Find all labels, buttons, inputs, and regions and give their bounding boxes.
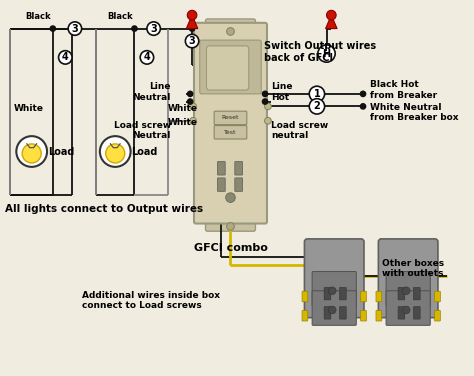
Text: White: White: [13, 104, 44, 113]
Text: Load screw
neutral: Load screw neutral: [271, 121, 328, 140]
Circle shape: [360, 103, 366, 110]
FancyBboxPatch shape: [413, 287, 420, 300]
Polygon shape: [186, 15, 198, 29]
Text: Load: Load: [132, 147, 158, 156]
Circle shape: [262, 98, 268, 105]
Text: Black: Black: [26, 12, 51, 21]
FancyBboxPatch shape: [218, 178, 225, 191]
FancyBboxPatch shape: [339, 306, 346, 319]
FancyBboxPatch shape: [386, 291, 430, 325]
Text: 1: 1: [313, 89, 320, 99]
Circle shape: [68, 22, 82, 35]
Circle shape: [190, 103, 196, 110]
FancyBboxPatch shape: [312, 271, 356, 306]
FancyBboxPatch shape: [386, 271, 430, 306]
Text: 4: 4: [62, 52, 69, 62]
FancyBboxPatch shape: [206, 212, 255, 231]
Circle shape: [147, 22, 160, 35]
Circle shape: [328, 287, 336, 295]
Circle shape: [327, 10, 336, 20]
FancyBboxPatch shape: [413, 306, 420, 319]
Circle shape: [309, 86, 325, 102]
Circle shape: [264, 117, 271, 124]
Text: 3: 3: [72, 24, 78, 33]
Text: Other boxes
with outlets: Other boxes with outlets: [382, 259, 444, 279]
FancyBboxPatch shape: [361, 311, 366, 321]
Text: White Neutral
from Breaker box: White Neutral from Breaker box: [370, 103, 458, 122]
FancyBboxPatch shape: [206, 19, 255, 38]
FancyBboxPatch shape: [304, 239, 364, 318]
FancyBboxPatch shape: [302, 291, 308, 302]
Text: All lights connect to Output wires: All lights connect to Output wires: [5, 204, 203, 214]
Circle shape: [226, 193, 235, 202]
Circle shape: [190, 117, 196, 124]
FancyBboxPatch shape: [376, 311, 382, 321]
Text: Switch Output wires
back of GFCI: Switch Output wires back of GFCI: [264, 41, 376, 63]
Circle shape: [227, 27, 234, 35]
FancyBboxPatch shape: [207, 46, 249, 90]
FancyBboxPatch shape: [435, 311, 440, 321]
Text: 3: 3: [189, 36, 195, 46]
Text: Line
Neutral: Line Neutral: [133, 82, 171, 102]
Circle shape: [328, 306, 336, 314]
Circle shape: [402, 306, 410, 314]
Circle shape: [140, 51, 154, 64]
Text: Load screw
Neutral: Load screw Neutral: [114, 121, 171, 140]
FancyBboxPatch shape: [235, 162, 243, 175]
Circle shape: [264, 103, 271, 110]
Text: 4: 4: [144, 52, 150, 62]
Circle shape: [187, 10, 197, 20]
Text: Black: Black: [107, 12, 133, 21]
Circle shape: [227, 223, 234, 230]
FancyBboxPatch shape: [200, 40, 261, 94]
Text: H: H: [322, 49, 330, 59]
Circle shape: [131, 25, 138, 32]
Polygon shape: [326, 15, 337, 29]
Circle shape: [360, 91, 366, 97]
Circle shape: [16, 136, 47, 167]
Circle shape: [59, 51, 72, 64]
FancyBboxPatch shape: [361, 291, 366, 302]
Circle shape: [187, 98, 193, 105]
Text: Additional wires inside box
connect to Load screws: Additional wires inside box connect to L…: [82, 291, 219, 310]
FancyBboxPatch shape: [435, 291, 440, 302]
Text: Reset: Reset: [222, 115, 239, 120]
Text: Black Hot
from Breaker: Black Hot from Breaker: [370, 80, 437, 100]
Text: GFCI combo: GFCI combo: [193, 243, 267, 253]
Circle shape: [189, 25, 195, 32]
FancyBboxPatch shape: [378, 239, 438, 318]
Text: Load: Load: [48, 147, 74, 156]
Text: Test: Test: [224, 130, 237, 135]
Circle shape: [49, 25, 56, 32]
FancyBboxPatch shape: [324, 287, 331, 300]
FancyBboxPatch shape: [235, 178, 243, 191]
Text: 3: 3: [150, 24, 157, 33]
Circle shape: [185, 34, 199, 48]
Circle shape: [22, 144, 41, 163]
FancyBboxPatch shape: [214, 111, 247, 124]
Circle shape: [318, 45, 335, 62]
Circle shape: [106, 144, 125, 163]
FancyBboxPatch shape: [398, 287, 405, 300]
FancyBboxPatch shape: [214, 126, 247, 139]
FancyBboxPatch shape: [324, 306, 331, 319]
FancyBboxPatch shape: [194, 23, 267, 224]
Text: 2: 2: [313, 102, 320, 111]
FancyBboxPatch shape: [302, 311, 308, 321]
Circle shape: [402, 287, 410, 295]
Circle shape: [100, 136, 131, 167]
FancyBboxPatch shape: [398, 306, 405, 319]
FancyBboxPatch shape: [218, 162, 225, 175]
FancyBboxPatch shape: [376, 291, 382, 302]
Circle shape: [309, 99, 325, 114]
Text: White: White: [168, 104, 198, 113]
FancyBboxPatch shape: [312, 291, 356, 325]
Circle shape: [187, 91, 193, 97]
Text: Line
Hot: Line Hot: [271, 82, 292, 102]
FancyBboxPatch shape: [339, 287, 346, 300]
Circle shape: [262, 91, 268, 97]
Text: White: White: [168, 118, 198, 127]
